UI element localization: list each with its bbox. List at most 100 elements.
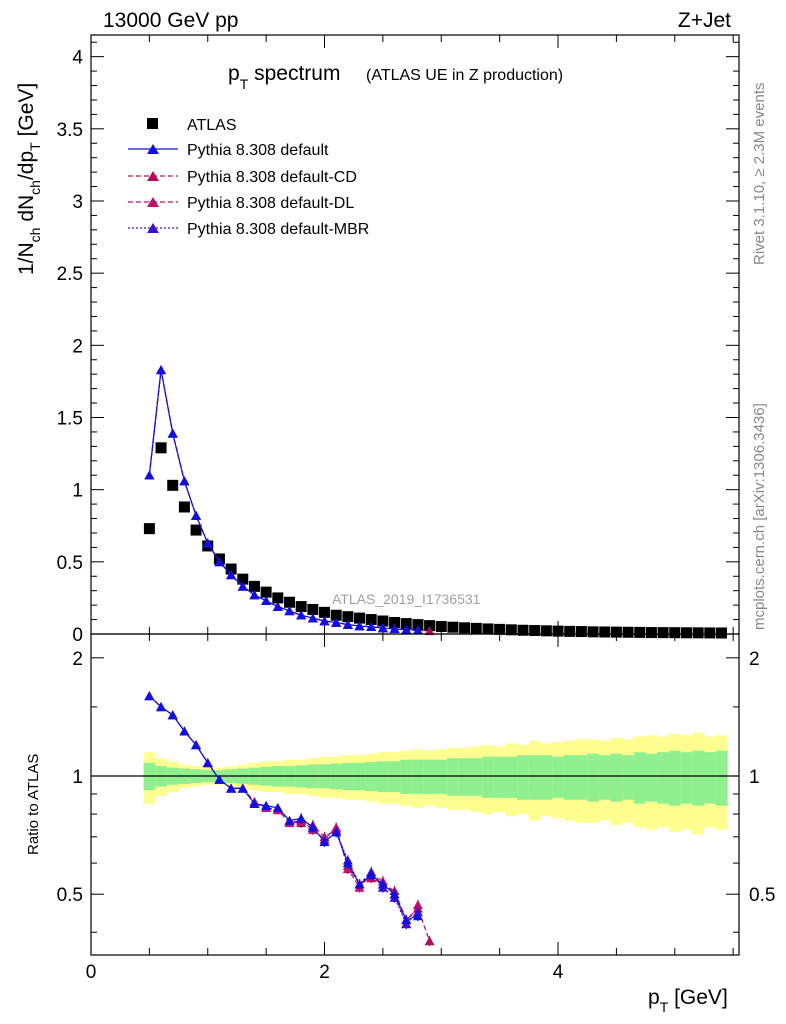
ratio-panel: 0.5 0.5 1 1 2 2 0 2 4 Ratio to ATLAS pT [GeV] [25, 633, 775, 1015]
legend-label-default: Pythia 8.308 default [187, 142, 329, 159]
atlas-data-point [248, 580, 260, 592]
atlas-data-point [575, 626, 587, 638]
x-axis-label: pT [GeV] [648, 986, 728, 1015]
ratio-point-default-CD [424, 936, 435, 946]
main-point-default-CD [424, 626, 435, 636]
ratio-ticks: 0.5 0.5 1 1 2 2 0 2 4 [57, 634, 775, 983]
legend-marker-default [147, 144, 159, 154]
ratio-band-inner [423, 759, 436, 794]
ratio-band-inner [412, 759, 425, 794]
main-series [143, 365, 727, 639]
main-y-tick-label: 3.5 [57, 120, 83, 141]
ratio-point-default [296, 813, 307, 823]
ratio-y-tick-label: 0.5 [57, 885, 83, 906]
atlas-data-point [587, 626, 599, 638]
main-point-default [307, 613, 318, 623]
ratio-line-default-DL [148, 695, 419, 926]
atlas-data-point [599, 626, 611, 638]
ratio-band-inner [668, 750, 681, 806]
main-point-default [167, 428, 178, 438]
ratio-band-inner [552, 756, 565, 798]
atlas-data-point [143, 523, 155, 535]
main-point-default [261, 596, 272, 606]
main-point-default [354, 621, 365, 631]
ratio-band-inner [517, 755, 530, 800]
atlas-data-point [482, 623, 494, 635]
ratio-band-inner [657, 752, 670, 804]
legend: ATLAS Pythia 8.308 default Pythia 8.308 … [128, 117, 369, 238]
atlas-data-point [529, 625, 541, 637]
ratio-point-default-DL [342, 864, 353, 874]
ratio-band-inner [645, 753, 658, 802]
main-point-default [377, 623, 388, 633]
ratio-point-default [237, 783, 248, 793]
atlas-data-point [377, 615, 389, 627]
ratio-point-default [226, 783, 237, 793]
x-tick-label: 4 [553, 962, 564, 983]
main-point-default [366, 622, 377, 632]
ratio-point-default [342, 858, 353, 868]
atlas-data-point [354, 612, 366, 624]
ratio-band-inner [470, 758, 483, 796]
ratio-point-default [319, 837, 330, 847]
main-point-default [144, 470, 155, 480]
ratio-point-default [214, 774, 225, 784]
atlas-data-point [622, 626, 634, 638]
ratio-y-tick-label: 2 [72, 649, 83, 670]
atlas-data-point [365, 614, 377, 626]
atlas-data-point [307, 603, 319, 615]
ratio-point-default-DL [412, 899, 423, 909]
main-y-tick-label: 2 [72, 336, 83, 357]
main-point-default [202, 538, 213, 548]
atlas-data-point [540, 625, 552, 637]
ratio-point-default [179, 726, 190, 736]
ratio-band-inner [435, 759, 448, 794]
atlas-data-point [645, 627, 657, 639]
ratio-band-inner [715, 750, 728, 806]
ratio-band-inner [528, 755, 541, 800]
atlas-data-point [447, 621, 459, 633]
atlas-data-point [400, 618, 412, 630]
main-point-default [237, 581, 248, 591]
atlas-data-point [389, 616, 401, 628]
header-right: Z+Jet [678, 9, 731, 32]
ratio-point-default [331, 827, 342, 837]
ratio-point-default [377, 879, 388, 889]
atlas-data-point [470, 622, 482, 634]
main-y-tick-label: 2.5 [57, 264, 83, 285]
ratio-band-inner [598, 755, 611, 800]
ratio-band-inner [703, 752, 716, 804]
ratio-point-default [249, 798, 260, 808]
ratio-band-inner [493, 756, 506, 798]
legend-marker-atlas [147, 118, 158, 129]
atlas-data-point [178, 501, 190, 513]
main-point-default [319, 616, 330, 626]
atlas-data-point [155, 442, 167, 454]
main-panel: 0 0.5 1 1.5 2 2.5 3 3.5 4 pT spectrum (ATLAS UE … [15, 34, 740, 646]
main-y-tick-label: 4 [72, 48, 83, 69]
atlas-data-point [634, 626, 646, 638]
atlas-data-point [190, 524, 202, 536]
atlas-data-point [283, 596, 295, 608]
analysis-watermark: ATLAS_2019_I1736531 [332, 591, 481, 607]
ratio-uncertainty-bands [91, 732, 739, 835]
ratio-band-inner [540, 755, 553, 800]
x-tick-label: 2 [319, 962, 330, 983]
atlas-data-point [459, 622, 471, 634]
main-point-default [331, 617, 342, 627]
mcplots-text: mcplots.cern.ch [arXiv:1306.3436] [751, 403, 768, 630]
main-point-default [296, 610, 307, 620]
ratio-line-default-MBR [148, 695, 419, 925]
main-point-default [249, 590, 260, 600]
ratio-point-default [307, 822, 318, 832]
ratio-point-default [261, 800, 272, 810]
plot-title: pT spectrum [228, 62, 340, 92]
ratio-series [144, 691, 435, 947]
atlas-data-point [564, 625, 576, 637]
atlas-data-point [517, 624, 529, 636]
ratio-band-inner [447, 758, 460, 796]
ratio-band-inner [400, 759, 413, 794]
ratio-point-default [284, 815, 295, 825]
ratio-band-inner [505, 756, 518, 798]
